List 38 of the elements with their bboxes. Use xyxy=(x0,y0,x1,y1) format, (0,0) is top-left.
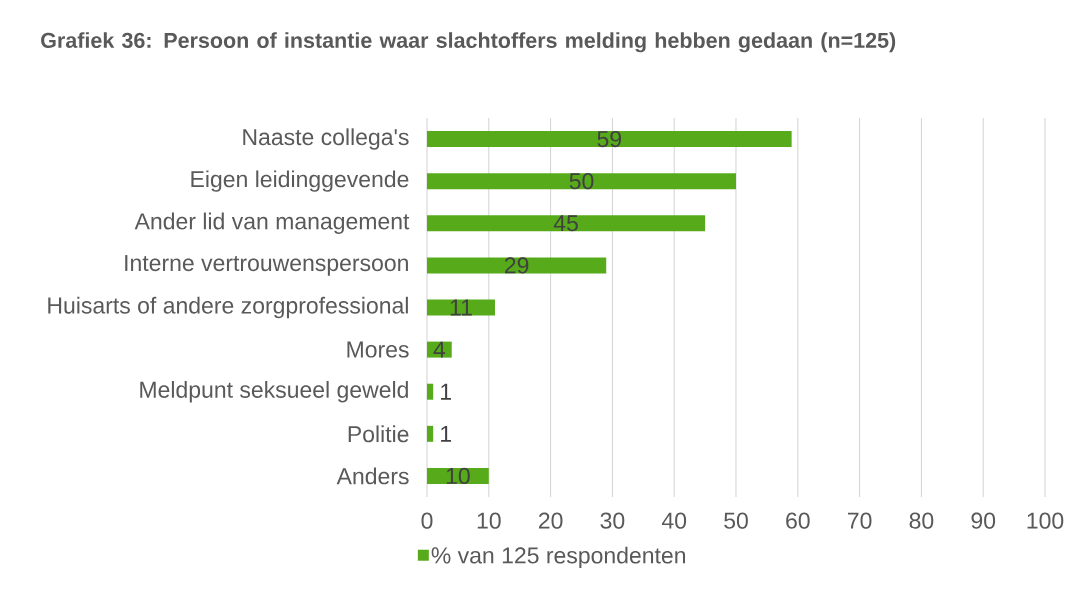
y-tick-label: Interne vertrouwenspersoon xyxy=(125,255,408,276)
data-label: 10 xyxy=(446,467,470,485)
legend-label: % van 125 respondenten xyxy=(431,546,686,569)
y-tick-label: Politie xyxy=(348,425,409,443)
data-label: 4 xyxy=(433,341,446,358)
data-label: 1 xyxy=(441,425,451,442)
bar xyxy=(427,299,495,316)
y-tick-label: Huisarts of andere zorgprofessional xyxy=(48,296,408,319)
y-tick-label: Meldpunt seksueel geweld xyxy=(140,380,408,403)
x-tick-label: 80 xyxy=(909,512,934,529)
x-tick-label: 20 xyxy=(538,512,563,529)
bar xyxy=(427,425,434,442)
y-tick-label: Mores xyxy=(347,341,409,358)
x-tick-label: 30 xyxy=(600,512,625,529)
y-tick-label: Eigen leidinggevende xyxy=(191,170,409,192)
bar xyxy=(427,173,737,190)
bar xyxy=(427,131,792,148)
data-label: 45 xyxy=(553,215,578,232)
x-tick-label: 70 xyxy=(847,512,872,529)
x-tick-label: 60 xyxy=(786,512,810,529)
y-tick-label: Ander lid van management xyxy=(134,212,410,234)
x-tick-label: 0 xyxy=(421,512,433,529)
x-tick-label: 50 xyxy=(724,512,748,529)
y-tick-label: Anders xyxy=(336,467,409,485)
x-tick-label: 10 xyxy=(477,512,501,529)
data-label: 50 xyxy=(569,173,594,190)
y-tick-label: Naaste collega's xyxy=(243,128,409,150)
bar xyxy=(427,215,706,232)
data-label: 1 xyxy=(441,383,451,400)
chart-title: Grafiek 36: Persoon of instantie waar slachtoffers melding hebben gedaan (n=125) xyxy=(41,32,896,53)
x-tick-label: 40 xyxy=(661,512,687,529)
bar xyxy=(427,383,434,400)
data-label: 29 xyxy=(504,257,529,274)
data-label: 11 xyxy=(450,299,472,316)
bar xyxy=(427,257,607,274)
x-tick-label: 100 xyxy=(1027,512,1064,529)
data-label: 59 xyxy=(597,130,622,148)
x-tick-label: 90 xyxy=(971,512,996,529)
